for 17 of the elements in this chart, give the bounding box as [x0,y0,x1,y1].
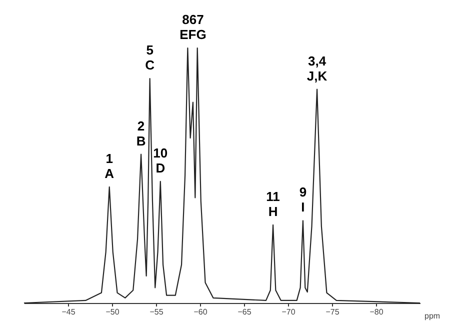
annotation: 3,4 J,K [306,53,328,84]
x-tick-label: −80 [370,308,384,316]
annotation: 867 EFG [180,12,206,42]
annotation: 5 C [145,42,156,73]
x-tick-label: −75 [326,308,340,316]
x-tick-label: −70 [282,308,296,316]
x-axis-title: ppm [424,312,440,320]
x-tick-label: −65 [238,308,252,316]
annotation: 2 B [136,118,146,148]
annotation: 10 D [153,145,168,176]
annotation: 11 H [266,188,280,219]
x-tick-label: −50 [106,308,120,316]
x-tick-label: −60 [194,308,208,316]
x-tick-label: −45 [62,308,76,316]
annotation: 9 I [299,184,307,215]
x-tick-label: −55 [150,308,164,316]
annotation: 1 A [104,150,115,181]
